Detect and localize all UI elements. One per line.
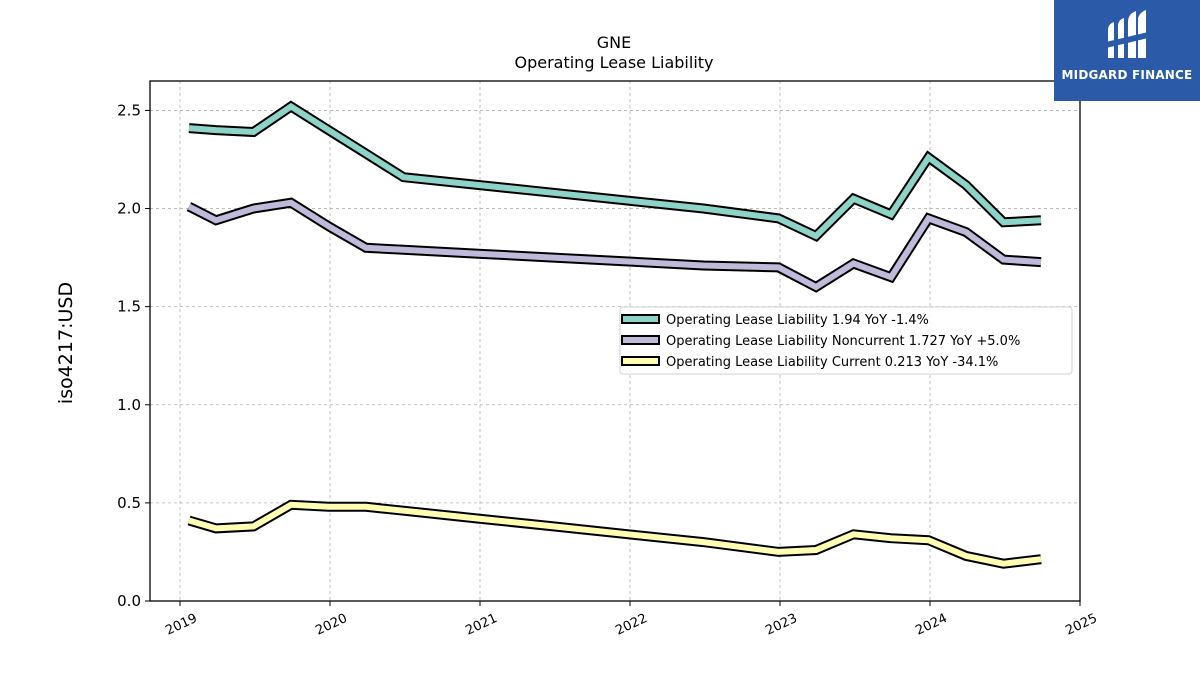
series-2 xyxy=(186,197,1042,293)
brand-logo: MIDGARD FINANCE xyxy=(1054,0,1200,101)
series-1 xyxy=(188,100,1042,243)
x-tick-label: 2021 xyxy=(463,611,499,639)
x-tick-label: 2023 xyxy=(763,611,799,639)
chart-subtitle: Operating Lease Liability xyxy=(514,53,713,72)
legend-box xyxy=(619,306,1073,375)
y-axis: 0.0 0.5 1.0 1.5 2.0 2.5 xyxy=(117,101,150,610)
y-axis-label: iso4217:USD xyxy=(55,282,77,404)
legend-label: Operating Lease Liability 1.94 YoY -1.4% xyxy=(666,313,929,328)
series-group xyxy=(186,100,1042,569)
x-tick-label: 2022 xyxy=(613,611,649,639)
chart-title: GNE xyxy=(597,33,631,52)
y-tick-label: 1.0 xyxy=(117,396,141,414)
legend-swatch xyxy=(621,314,660,324)
legend-label: Operating Lease Liability Noncurrent 1.7… xyxy=(666,334,1020,349)
y-tick-label: 1.5 xyxy=(117,298,141,316)
series-3 xyxy=(187,499,1042,569)
series-line xyxy=(187,199,1042,291)
y-tick-label: 0.5 xyxy=(117,494,141,512)
x-tick-label: 2025 xyxy=(1063,611,1099,639)
brand-name: MIDGARD FINANCE xyxy=(1061,68,1193,82)
legend: Operating Lease Liability 1.94 YoY -1.4%… xyxy=(619,306,1073,375)
legend-label: Operating Lease Liability Current 0.213 … xyxy=(666,355,998,370)
brand-mark-icon xyxy=(1106,10,1148,58)
legend-swatch xyxy=(621,335,660,345)
legend-swatch xyxy=(621,356,660,366)
plot-area-frame xyxy=(149,80,1081,602)
y-tick-label: 0.0 xyxy=(117,592,141,610)
series-line xyxy=(188,102,1042,240)
x-tick-label: 2020 xyxy=(313,611,349,639)
x-tick-label: 2019 xyxy=(163,611,199,639)
y-tick-label: 2.0 xyxy=(117,200,141,218)
series-line xyxy=(188,501,1042,567)
x-axis: 2019 2020 2021 2022 2023 2024 2025 xyxy=(163,601,1100,639)
y-tick-label: 2.5 xyxy=(117,101,141,119)
x-tick-label: 2024 xyxy=(913,611,949,639)
